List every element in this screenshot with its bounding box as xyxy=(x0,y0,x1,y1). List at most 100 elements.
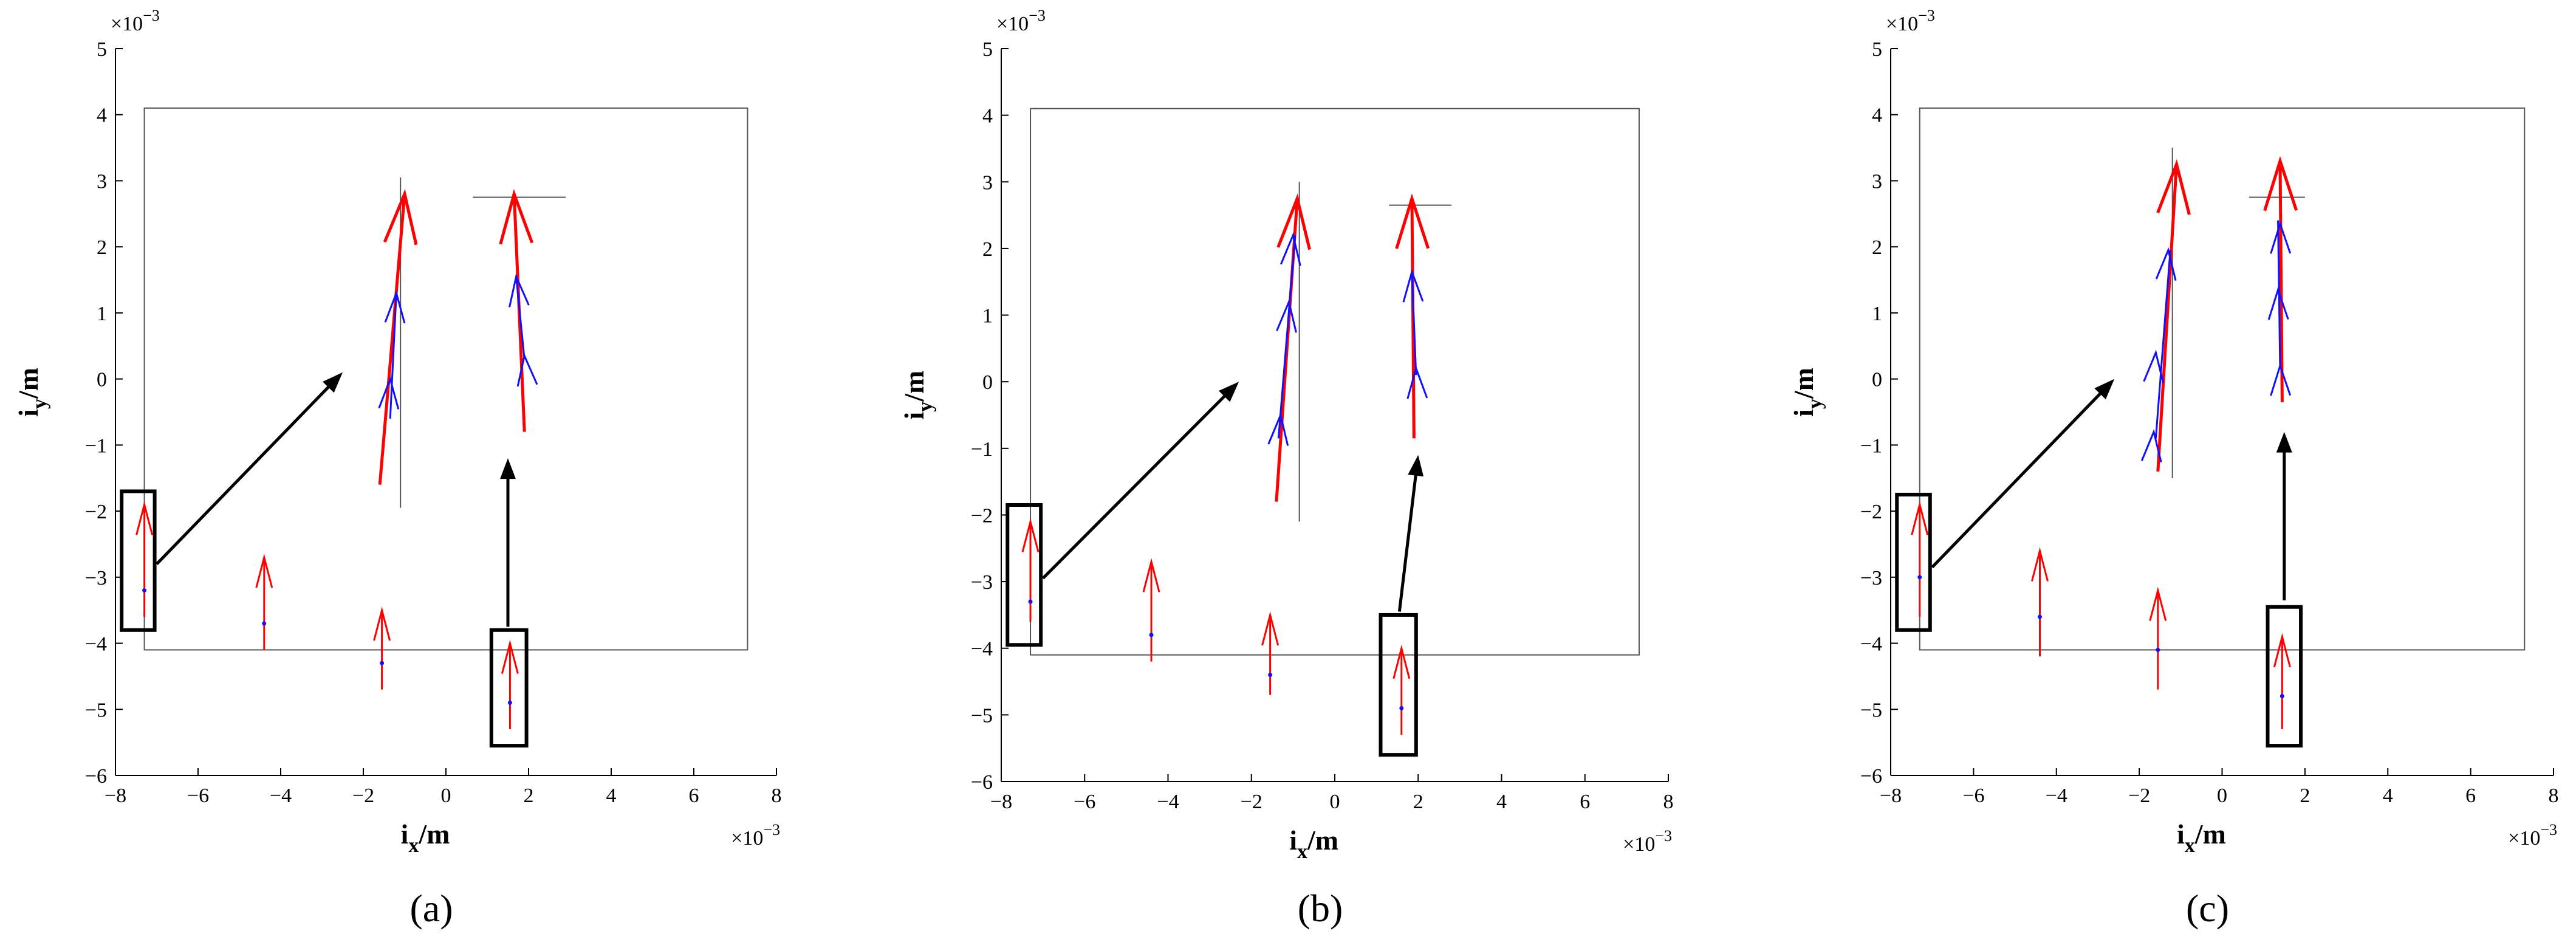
small-arrow-head xyxy=(501,639,519,674)
pointer-arrow-head xyxy=(2094,379,2115,400)
zoom-box xyxy=(489,628,529,748)
vector-arrow-head xyxy=(2155,247,2177,281)
small-arrow-head xyxy=(135,501,154,535)
y-exponent-label: ×10−3 xyxy=(111,7,160,35)
small-arrow-head xyxy=(255,554,273,588)
vector-arrow-head xyxy=(2267,287,2289,320)
x-tick-label: 6 xyxy=(1580,791,1590,813)
y-tick-label: 2 xyxy=(97,236,107,259)
small-vector-marker xyxy=(2280,694,2284,699)
small-arrow-head xyxy=(1261,611,1279,646)
y-tick-label: 5 xyxy=(982,38,993,61)
y-axis-label-unit: /m xyxy=(13,368,44,399)
y-exponent-base: ×10 xyxy=(111,13,143,35)
x-tick-label: 2 xyxy=(2300,785,2310,807)
panel-label: (b) xyxy=(1298,887,1343,930)
x-tick-label: 0 xyxy=(1330,791,1340,813)
vector-arrow-head xyxy=(378,376,400,410)
x-axis-label-unit: /m xyxy=(1307,825,1338,856)
x-exponent-label: ×10−3 xyxy=(731,821,780,850)
zoom-box xyxy=(2266,605,2303,748)
small-arrow-head xyxy=(1021,518,1040,552)
boundary-frame xyxy=(1030,108,1640,656)
trajectory-arrow-head xyxy=(2156,159,2191,215)
small-vector-marker xyxy=(1028,599,1033,604)
y-tick-label: −3 xyxy=(1860,567,1882,589)
y-exponent-label: ×10−3 xyxy=(1886,7,1935,35)
x-tick-label: −8 xyxy=(104,785,126,807)
y-tick-label: 4 xyxy=(982,105,993,128)
trajectory-arrow-head xyxy=(383,188,418,246)
chart-panel-c: −8 −6 −4 −2 0 2 4 6 8−6−5−4−3−2−1012345×10−3×10−… xyxy=(1788,7,2559,930)
y-axis-label-main: i xyxy=(13,409,44,417)
x-exponent-label: ×10−3 xyxy=(1623,827,1672,856)
vector-arrow-head xyxy=(2140,428,2162,462)
trajectory-line xyxy=(2278,160,2284,402)
y-tick-label: 1 xyxy=(97,303,107,325)
small-vector-marker xyxy=(2156,647,2160,652)
zoom-box xyxy=(120,489,157,632)
y-tick-label: −6 xyxy=(85,765,107,788)
x-axis-label: ix/m xyxy=(2177,819,2226,857)
small-vector-marker xyxy=(262,621,267,626)
y-axis-label: iy/m xyxy=(899,371,937,420)
vector-line xyxy=(2154,250,2171,439)
vector-arrow-head xyxy=(2270,363,2292,396)
y-axis-label: iy/m xyxy=(1788,368,1826,417)
x-tick-label: 4 xyxy=(2383,785,2393,807)
zoom-box xyxy=(1379,613,1418,757)
y-axis-label-sub: y xyxy=(914,402,937,412)
x-tick-label: 6 xyxy=(689,785,699,807)
y-axis-label-sub: y xyxy=(29,399,51,409)
y-tick-label: −4 xyxy=(1860,633,1882,656)
y-axis-label-main: i xyxy=(899,412,930,420)
y-tick-label: 4 xyxy=(97,105,107,127)
vector-arrow-head xyxy=(1406,365,1428,399)
panel-label: (c) xyxy=(2186,887,2229,930)
y-exponent-base: ×10 xyxy=(1886,13,1918,35)
x-tick-label: 6 xyxy=(2465,785,2476,807)
x-axis-label-unit: /m xyxy=(2194,819,2226,850)
small-vector-marker xyxy=(142,588,147,593)
y-tick-label: −6 xyxy=(1860,765,1882,788)
y-exponent-power: −3 xyxy=(1918,7,1935,24)
vector-arrow-head xyxy=(1267,412,1289,446)
pointer-arrow xyxy=(156,384,331,565)
x-exponent-base: ×10 xyxy=(1623,833,1655,856)
y-tick-label: −1 xyxy=(1860,434,1882,457)
y-axis-label-unit: /m xyxy=(1788,368,1819,399)
y-tick-label: −2 xyxy=(971,504,993,527)
x-exponent-base: ×10 xyxy=(731,827,763,850)
boundary-frame xyxy=(1919,107,2526,651)
small-vector-marker xyxy=(2037,614,2042,619)
y-tick-label: −4 xyxy=(971,638,993,661)
x-axis-label-sub: x xyxy=(1297,840,1307,863)
small-arrow-head xyxy=(1911,501,1929,535)
vector-line xyxy=(389,293,397,419)
y-tick-label: 1 xyxy=(1872,303,1882,325)
vector-line xyxy=(515,276,526,360)
x-tick-label: −6 xyxy=(1074,791,1095,813)
y-tick-label: 5 xyxy=(97,38,107,61)
x-axis-label-unit: /m xyxy=(418,819,450,850)
y-tick-label: 5 xyxy=(1872,38,1882,61)
pointer-arrow xyxy=(1931,391,2103,569)
x-tick-label: −4 xyxy=(2046,785,2067,807)
chart-panel-a: −8 −6 −4 −2 0 2 4 6 8−6−5−4−3−2−1012345×10−3×10−… xyxy=(13,7,782,930)
trajectory-arrow-head xyxy=(1395,193,1430,249)
zoom-box xyxy=(1005,503,1043,647)
y-tick-label: −6 xyxy=(971,771,993,794)
x-tick-label: −2 xyxy=(2128,785,2150,807)
y-tick-label: 2 xyxy=(1872,236,1882,259)
x-tick-label: 4 xyxy=(606,785,617,807)
y-axis-label: iy/m xyxy=(13,368,51,417)
y-tick-label: 4 xyxy=(1872,105,1882,127)
small-arrow-head xyxy=(2031,547,2049,582)
x-exponent-label: ×10−3 xyxy=(2508,821,2557,850)
boundary-frame xyxy=(143,107,748,651)
x-tick-label: 0 xyxy=(441,785,451,807)
y-tick-label: 3 xyxy=(97,170,107,193)
small-arrow-head xyxy=(1142,558,1160,592)
x-tick-label: −8 xyxy=(990,791,1012,813)
